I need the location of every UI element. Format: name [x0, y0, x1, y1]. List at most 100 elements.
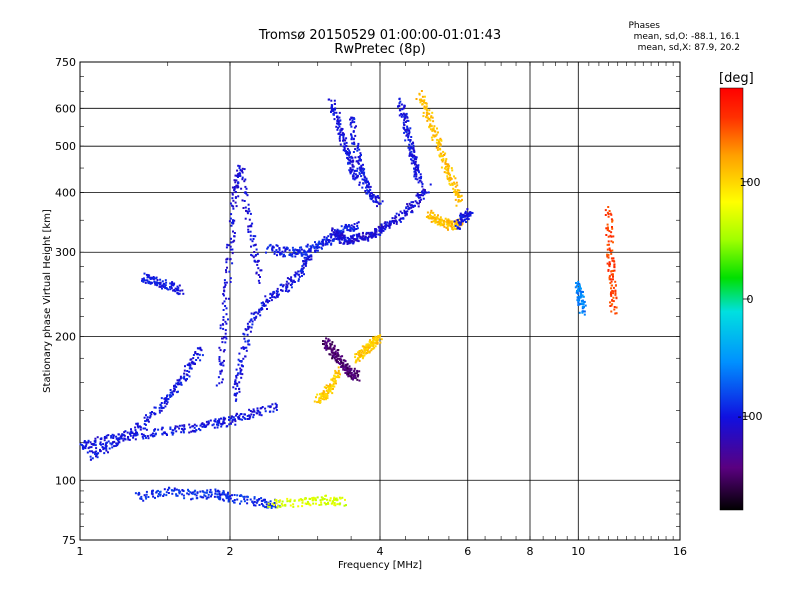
data-point — [347, 224, 350, 226]
data-point — [224, 417, 227, 420]
data-point — [446, 227, 449, 230]
data-point — [220, 370, 223, 373]
data-point — [157, 493, 160, 495]
data-point — [141, 435, 144, 438]
data-point — [353, 118, 356, 121]
data-point — [374, 234, 377, 237]
data-point — [426, 119, 429, 122]
data-point — [403, 117, 406, 120]
data-point — [581, 305, 584, 308]
data-point — [222, 327, 225, 330]
data-point — [271, 246, 274, 249]
data-point — [251, 254, 254, 257]
data-point — [369, 231, 372, 234]
data-point — [89, 455, 92, 458]
data-point — [190, 430, 193, 433]
data-point — [368, 340, 371, 343]
data-point — [404, 121, 407, 123]
data-point — [243, 337, 246, 340]
data-point — [144, 423, 147, 426]
data-point — [389, 224, 392, 226]
data-point — [223, 349, 226, 351]
data-point — [94, 444, 97, 447]
data-point — [191, 492, 194, 495]
data-point — [293, 274, 296, 277]
data-point — [580, 290, 583, 293]
data-point — [319, 396, 322, 399]
data-point — [247, 325, 249, 328]
data-point — [231, 500, 234, 503]
data-point — [605, 227, 608, 230]
data-point — [234, 181, 237, 184]
data-point — [329, 390, 332, 393]
data-point — [327, 392, 330, 395]
data-point — [225, 271, 228, 274]
data-point — [201, 422, 204, 425]
data-point — [449, 184, 452, 186]
data-point — [436, 148, 439, 151]
data-point — [154, 496, 156, 499]
data-point — [338, 137, 341, 140]
data-point — [150, 433, 153, 436]
data-point — [342, 136, 345, 139]
data-point — [455, 192, 457, 195]
data-point — [461, 222, 464, 225]
data-point — [331, 392, 334, 395]
data-point — [120, 434, 123, 437]
data-point — [220, 417, 222, 420]
data-point — [169, 391, 172, 394]
data-point — [217, 489, 220, 492]
data-point — [337, 121, 340, 124]
data-point — [309, 247, 312, 250]
data-point — [84, 445, 87, 448]
data-point — [278, 293, 280, 296]
data-point — [207, 420, 210, 423]
data-point — [431, 129, 434, 132]
data-point — [348, 154, 350, 157]
data-point — [346, 147, 349, 150]
data-point — [358, 183, 361, 186]
data-point — [376, 339, 379, 342]
data-point — [223, 279, 226, 282]
data-point — [89, 441, 92, 444]
data-point — [410, 206, 413, 209]
data-point — [410, 142, 413, 145]
data-point — [214, 490, 217, 493]
data-point — [607, 215, 610, 218]
data-point — [273, 504, 276, 507]
data-point — [333, 377, 336, 380]
data-point — [114, 445, 117, 447]
data-point — [146, 418, 148, 421]
data-point — [102, 443, 105, 446]
data-point — [346, 150, 348, 153]
data-point — [356, 222, 359, 225]
data-point — [235, 414, 237, 417]
data-point — [176, 379, 179, 382]
data-point — [222, 294, 225, 297]
data-point — [146, 435, 149, 438]
data-point — [247, 326, 250, 329]
data-point — [241, 171, 244, 174]
data-point — [335, 234, 338, 237]
data-point — [142, 279, 145, 282]
data-point — [306, 243, 309, 246]
data-point — [405, 112, 408, 115]
data-point — [184, 365, 186, 368]
data-point — [163, 402, 166, 405]
data-point — [160, 409, 163, 412]
data-point — [316, 401, 319, 404]
data-point — [421, 185, 424, 188]
data-point — [416, 192, 419, 195]
data-point — [361, 357, 364, 360]
data-point — [280, 289, 282, 292]
data-point — [289, 500, 292, 503]
data-point — [90, 450, 93, 453]
data-point — [151, 411, 153, 413]
data-point — [82, 447, 85, 450]
data-point — [334, 380, 337, 383]
data-point — [341, 133, 344, 136]
data-point — [221, 361, 224, 364]
data-point — [352, 378, 354, 381]
data-point — [310, 255, 313, 258]
data-point — [249, 410, 252, 412]
